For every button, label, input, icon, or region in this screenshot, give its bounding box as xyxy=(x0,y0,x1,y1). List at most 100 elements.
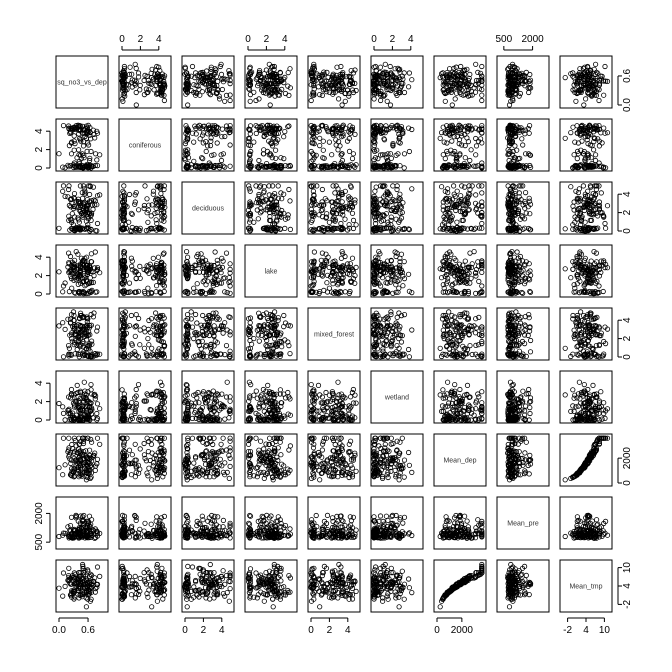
scatter-panel-lake-vs-Mean_pre xyxy=(496,244,550,298)
scatter-panel-sq_no3_vs_dep-vs-Mean_tmp xyxy=(559,55,613,109)
data-point xyxy=(353,87,359,94)
data-point xyxy=(591,66,597,72)
data-point xyxy=(271,81,277,87)
data-point xyxy=(211,83,217,89)
data-point xyxy=(593,81,599,87)
data-point xyxy=(129,71,135,77)
data-point xyxy=(215,78,221,85)
data-point xyxy=(346,148,353,154)
data-point xyxy=(326,80,332,87)
data-point xyxy=(247,65,253,72)
data-point xyxy=(263,81,269,87)
scatter-panel-coniferous-vs-Mean_dep xyxy=(433,118,487,172)
data-point xyxy=(94,157,100,163)
data-point xyxy=(344,138,351,144)
data-point xyxy=(317,135,323,141)
data-point xyxy=(220,151,226,157)
data-point xyxy=(223,123,230,129)
data-point xyxy=(601,92,607,98)
scatter-panel-deciduous-vs-wetland xyxy=(370,181,424,235)
data-point xyxy=(198,70,204,76)
data-point xyxy=(271,164,278,170)
data-point xyxy=(476,86,483,92)
data-point xyxy=(185,155,192,161)
data-point xyxy=(203,74,209,80)
variable-label: sq_no3_vs_dep xyxy=(57,80,107,87)
data-point xyxy=(459,142,465,148)
data-point xyxy=(333,137,339,143)
data-point xyxy=(372,148,378,154)
data-point xyxy=(184,128,191,134)
data-point xyxy=(182,151,188,157)
data-point xyxy=(476,77,482,84)
data-point xyxy=(200,132,206,138)
variable-label: lake xyxy=(265,269,278,276)
data-point xyxy=(320,155,326,161)
data-point xyxy=(193,82,199,88)
data-point xyxy=(329,130,335,136)
data-point xyxy=(526,85,533,91)
data-point xyxy=(281,156,287,162)
data-point xyxy=(520,81,526,87)
data-point xyxy=(271,63,277,70)
data-point xyxy=(286,92,292,99)
data-point xyxy=(380,75,386,81)
data-point xyxy=(353,162,359,168)
data-point xyxy=(580,65,586,72)
data-point xyxy=(324,69,330,76)
scatter-panel-coniferous-vs-sq_no3_vs_dep xyxy=(55,118,109,172)
data-point xyxy=(208,138,214,144)
data-point xyxy=(154,76,160,82)
data-point xyxy=(575,87,582,93)
data-point xyxy=(339,151,345,157)
data-point xyxy=(479,165,485,171)
data-point xyxy=(382,61,388,67)
scatter-panel-deciduous-vs-sq_no3_vs_dep xyxy=(55,181,109,235)
data-point xyxy=(339,123,346,129)
data-point xyxy=(66,123,72,129)
data-point xyxy=(246,142,252,148)
data-point xyxy=(246,135,252,142)
data-point xyxy=(263,81,270,88)
data-point xyxy=(71,164,77,171)
data-point xyxy=(143,86,149,92)
data-point xyxy=(339,81,346,87)
data-point xyxy=(405,125,412,131)
data-point xyxy=(400,81,406,87)
data-point xyxy=(311,130,317,136)
data-point xyxy=(262,90,269,96)
data-point xyxy=(452,148,458,155)
data-point xyxy=(346,93,352,99)
data-point xyxy=(222,76,228,82)
data-point xyxy=(377,97,384,104)
data-point xyxy=(199,155,205,161)
data-point xyxy=(352,164,358,170)
data-point xyxy=(266,138,272,144)
data-point xyxy=(451,65,457,72)
scatter-panel-lake-vs-coniferous xyxy=(118,244,172,298)
data-point xyxy=(309,78,315,84)
data-point xyxy=(277,70,283,76)
data-point xyxy=(390,141,396,147)
data-point xyxy=(261,71,267,77)
data-point xyxy=(85,130,91,136)
data-point xyxy=(444,140,450,146)
data-point xyxy=(519,78,526,84)
data-point xyxy=(372,63,379,70)
scatter-panel-sq_no3_vs_dep-vs-wetland xyxy=(370,55,424,109)
data-point xyxy=(275,87,281,93)
data-point xyxy=(84,148,90,154)
data-point xyxy=(121,81,127,87)
scatter-panel-coniferous-vs-lake xyxy=(244,118,298,172)
data-point xyxy=(246,86,252,92)
data-point xyxy=(336,78,342,85)
data-point xyxy=(507,74,513,80)
data-point xyxy=(473,61,479,67)
data-point xyxy=(595,70,601,76)
data-point xyxy=(334,85,340,91)
data-point xyxy=(340,163,346,169)
data-point xyxy=(349,124,356,130)
data-point xyxy=(219,134,225,140)
data-point xyxy=(227,81,233,87)
data-point xyxy=(308,123,314,129)
